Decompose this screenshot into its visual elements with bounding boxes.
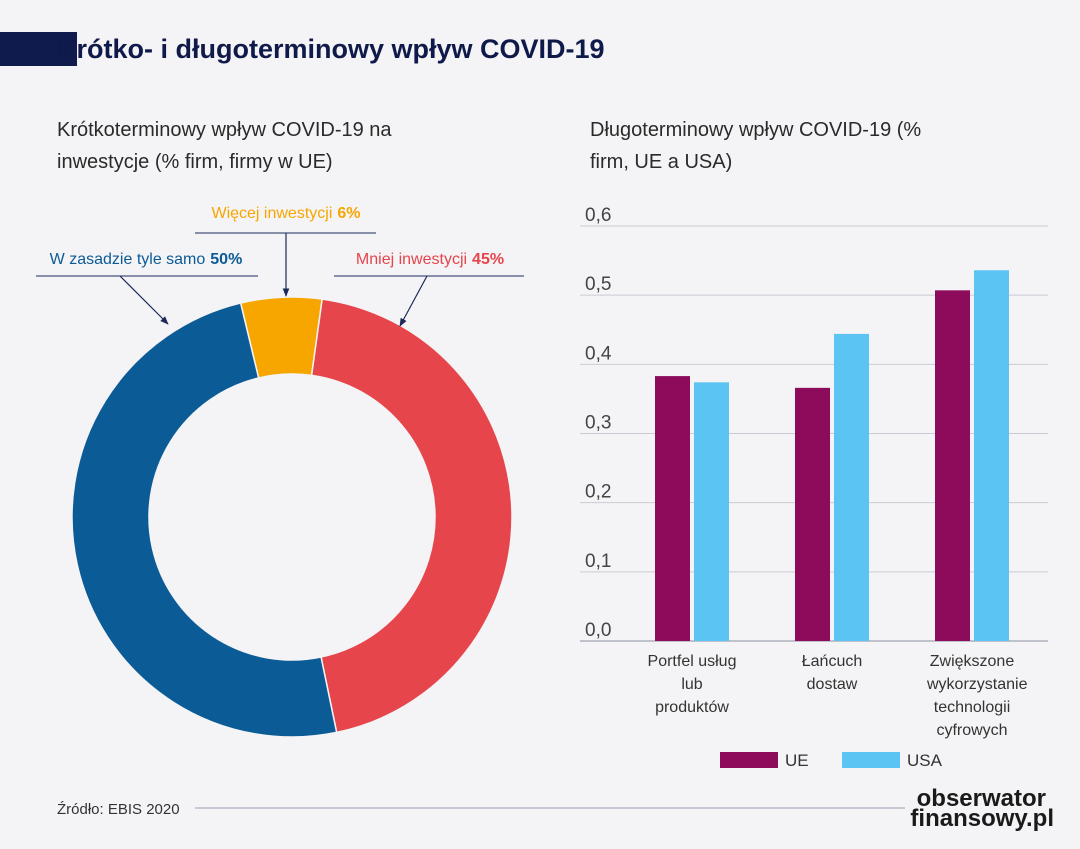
- slice-label: Mniej inwestycji 45%: [356, 251, 504, 268]
- logo-line: obserwator: [917, 785, 1046, 812]
- y-tick-label: 0,4: [585, 343, 612, 364]
- bar: [935, 290, 970, 641]
- source: Źródło: EBIS 2020: [57, 801, 180, 818]
- legend-label: UE: [785, 751, 809, 770]
- logo-line: finansowy.pl: [910, 805, 1054, 832]
- slice-name: Mniej inwestycji: [356, 251, 467, 268]
- slice-label: W zasadzie tyle samo 50%: [50, 251, 243, 268]
- title-bar: [0, 32, 77, 66]
- legend-label: USA: [907, 751, 943, 770]
- y-tick-label: 0,3: [585, 413, 611, 434]
- legend-swatch: [720, 752, 778, 768]
- donut-slice: [71, 302, 338, 738]
- legend-swatch: [842, 752, 900, 768]
- slice-value: 45%: [472, 251, 504, 268]
- bar: [795, 387, 830, 641]
- leader-line: [399, 275, 428, 327]
- y-tick-label: 0,5: [585, 274, 611, 295]
- bar: [834, 333, 869, 641]
- bar: [974, 270, 1009, 641]
- page-title: Krótko- i długoterminowy wpływ COVID-19: [57, 34, 605, 64]
- slice-name: Więcej inwestycji: [211, 205, 332, 222]
- x-tick-label: Zwiększone wykorzystanie technologii cyf…: [927, 653, 1028, 739]
- slice-name: W zasadzie tyle samo: [50, 251, 206, 268]
- x-tick-label: Portfel usług lub produktów: [647, 653, 737, 716]
- bar: [694, 382, 729, 641]
- y-tick-label: 0,1: [585, 551, 611, 572]
- chart-title: Długoterminowy wpływ COVID-19 (% firm, U…: [590, 119, 922, 173]
- slice-value: 6%: [337, 205, 360, 222]
- slice-value: 50%: [210, 251, 242, 268]
- donut-slice: [310, 298, 513, 734]
- y-tick-label: 0,6: [585, 205, 611, 226]
- x-tick-label: Łańcuch dostaw: [801, 653, 863, 693]
- slice-label: Więcej inwestycji 6%: [211, 205, 360, 222]
- leader-line: [119, 275, 169, 325]
- y-tick-label: 0,2: [585, 482, 611, 503]
- bar: [655, 376, 690, 641]
- chart-title: Krótkoterminowy wpływ COVID-19 na inwest…: [57, 119, 392, 173]
- y-tick-label: 0,0: [585, 620, 611, 641]
